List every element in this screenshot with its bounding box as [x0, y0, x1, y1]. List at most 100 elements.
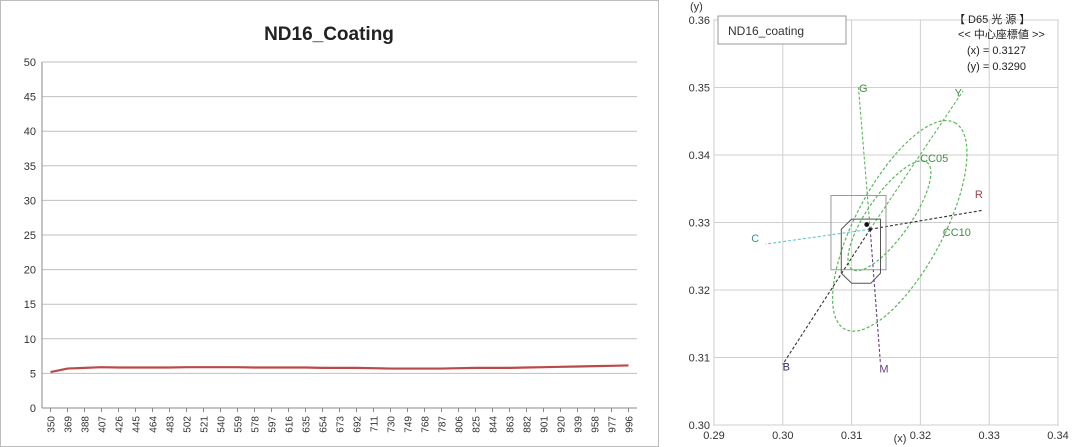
y-tick-label: 0.32 [689, 285, 710, 297]
x-tick-label: 464 [149, 416, 160, 433]
x-tick-label: 939 [574, 416, 585, 433]
sample-label-box [717, 15, 847, 45]
x-tick-label: 616 [285, 416, 296, 433]
center-point [868, 227, 872, 232]
x-tick-label: 0.33 [978, 430, 999, 442]
illuminant-line-2: << 中心座標値 >> [958, 27, 1045, 41]
direction-line-b [782, 228, 871, 365]
tolerance-box-outer [830, 195, 887, 271]
y-tick-label: 5 [30, 368, 36, 380]
ellipse-cc10 [831, 119, 968, 332]
direction-label-r: R [975, 189, 983, 201]
x-tick-label: 0.29 [703, 430, 724, 442]
y-tick-label: 0.35 [689, 83, 710, 95]
direction-label-cc05: CC05 [920, 153, 948, 165]
x-axis-label: (x) [894, 433, 907, 445]
x-tick-label: 407 [98, 416, 109, 433]
x-tick-label: 977 [608, 416, 619, 433]
x-tick-label: 825 [472, 416, 483, 433]
y-tick-label: 45 [24, 92, 36, 104]
x-tick-label: 540 [217, 416, 228, 433]
tolerance-ellipses [831, 119, 968, 332]
y-tick-label: 20 [24, 265, 36, 277]
x-tick-labels: 350 369 388 407 426 445 464 483 502 521 540 559 578 5… [47, 416, 636, 433]
y-tick-label: 15 [24, 299, 36, 311]
x-tick-labels: 0.29 0.30 0.31 0.32 0.33 0.34 [703, 430, 1068, 442]
x-tick-label: 749 [404, 416, 415, 433]
y-tick-label: 30 [24, 195, 36, 207]
x-tick-label: 996 [625, 416, 636, 433]
x-tick-label: 958 [591, 416, 602, 433]
x-tick-label: 635 [302, 416, 313, 433]
x-tick-label: 768 [421, 416, 432, 433]
x-tick-label: 0.34 [1047, 430, 1068, 442]
x-tick-label: 0.31 [841, 430, 862, 442]
chart-title: ND16_Coating [264, 24, 394, 45]
x-tick-label: 844 [489, 416, 500, 433]
transmittance-chart: ND16_Coating 0 5 10 15 20 25 30 35 40 45 50 350 369… [0, 0, 659, 447]
y-tick-labels: 0 5 10 15 20 25 30 35 40 45 50 [24, 57, 36, 415]
x-tick-label: 863 [506, 416, 517, 433]
sample-label: ND16_coating [728, 24, 804, 38]
y-tick-label: 0.33 [689, 218, 710, 230]
y-tick-label: 0.36 [689, 15, 710, 27]
y-tick-labels: 0.30 0.31 0.32 0.33 0.34 0.35 0.36 [689, 15, 710, 432]
x-tick-label: 521 [200, 416, 211, 433]
direction-label-m: M [879, 363, 888, 375]
direction-line-m [869, 229, 882, 365]
chart-frame [0, 0, 659, 447]
y-tick-label: 10 [24, 334, 36, 346]
tolerance-box [830, 195, 887, 284]
x-tick-label: 654 [319, 416, 330, 433]
y-tick-label: 0.30 [689, 420, 710, 432]
direction-line-g [857, 87, 871, 230]
x-tick-label: 350 [47, 416, 58, 433]
x-tick-label: 426 [115, 416, 126, 433]
direction-line-y [869, 90, 964, 230]
direction-label-cc10: CC10 [943, 227, 971, 239]
tolerance-box-inner [840, 218, 881, 284]
x-tick-label: 0.30 [772, 430, 793, 442]
series-line [50, 364, 629, 374]
direction-label-c: C [751, 233, 759, 245]
points [864, 222, 872, 232]
direction-line-c [765, 228, 871, 245]
x-tick-label: 0.32 [910, 430, 931, 442]
x-tick-label: 901 [540, 416, 551, 433]
x-tick-label: 787 [438, 416, 449, 433]
ellipse-cc05 [847, 160, 932, 272]
y-tick-label: 40 [24, 126, 36, 138]
x-tick-label: 882 [523, 416, 534, 433]
gridlines [41, 61, 637, 412]
y-tick-label: 50 [24, 57, 36, 69]
x-tick-label: 673 [336, 416, 347, 433]
x-tick-label: 920 [557, 416, 568, 433]
x-tick-label: 502 [183, 416, 194, 433]
x-tick-label: 445 [132, 416, 143, 433]
x-tick-label: 369 [64, 416, 75, 433]
illuminant-line-3: (x) = 0.3127 [967, 45, 1026, 57]
y-tick-label: 0 [30, 403, 36, 415]
y-tick-label: 25 [24, 230, 36, 242]
y-tick-label: 0.34 [689, 150, 710, 162]
y-tick-label: 35 [24, 161, 36, 173]
direction-lines [765, 87, 983, 365]
chromaticity-chart: 0.300.310.320.330.340.350.36 0.29 0.30 0.3… [689, 1, 1069, 445]
x-tick-label: 711 [370, 416, 381, 432]
sample-point [864, 222, 870, 227]
x-tick-label: 559 [234, 416, 245, 433]
direction-labels: G Y CC05 R CC10 C B M [751, 83, 983, 375]
x-tick-label: 483 [166, 416, 177, 433]
x-tick-label: 597 [268, 416, 279, 433]
x-tick-label: 692 [353, 416, 364, 433]
x-tick-label: 578 [251, 416, 262, 433]
illuminant-line-4: (y) = 0.3290 [967, 61, 1026, 73]
direction-label-b: B [783, 361, 790, 373]
x-tick-label: 388 [81, 416, 92, 433]
direction-line-r [870, 209, 983, 230]
illuminant-info: 【 D65 光 源 】 << 中心座標値 >> (x) = 0.3127 (y)… [954, 12, 1045, 73]
y-tick-label: 0.31 [689, 353, 710, 365]
illuminant-line-1: 【 D65 光 源 】 [954, 12, 1030, 26]
direction-label-y: Y [955, 87, 963, 99]
series [50, 364, 629, 374]
